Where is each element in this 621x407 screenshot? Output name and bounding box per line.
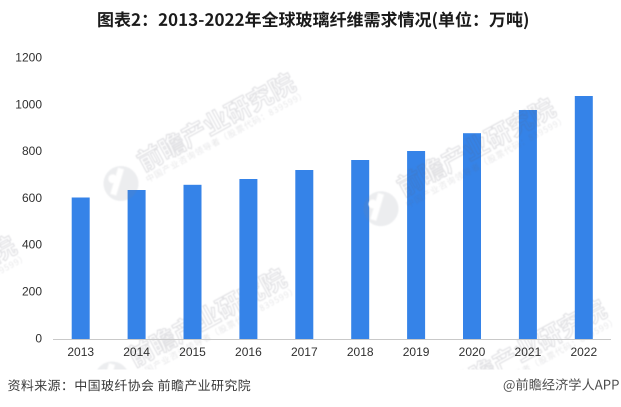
svg-text:0: 0 [35, 331, 42, 345]
svg-text:200: 200 [22, 285, 42, 299]
svg-text:2013: 2013 [67, 345, 94, 359]
svg-text:2016: 2016 [235, 345, 262, 359]
svg-text:600: 600 [22, 191, 42, 205]
svg-text:2019: 2019 [403, 345, 430, 359]
svg-text:2022: 2022 [570, 345, 597, 359]
svg-text:2014: 2014 [123, 345, 150, 359]
svg-text:2017: 2017 [291, 345, 318, 359]
svg-text:2015: 2015 [179, 345, 206, 359]
svg-text:400: 400 [22, 238, 42, 252]
svg-text:1000: 1000 [15, 97, 42, 111]
svg-text:2021: 2021 [515, 345, 542, 359]
svg-text:1200: 1200 [15, 51, 42, 65]
svg-text:800: 800 [22, 144, 42, 158]
svg-text:2018: 2018 [347, 345, 374, 359]
svg-text:2020: 2020 [459, 345, 486, 359]
